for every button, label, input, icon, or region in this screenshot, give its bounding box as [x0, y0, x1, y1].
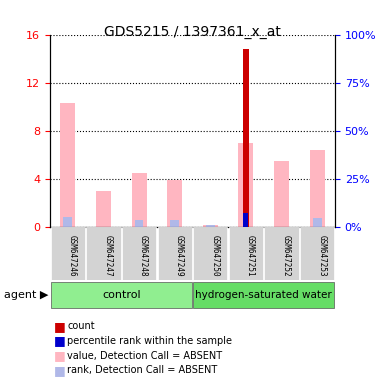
Text: GSM647248: GSM647248 [139, 235, 148, 276]
FancyBboxPatch shape [300, 227, 334, 280]
Text: GSM647253: GSM647253 [317, 235, 326, 276]
Text: GDS5215 / 1397361_x_at: GDS5215 / 1397361_x_at [104, 25, 281, 39]
Bar [135, 220, 144, 227]
Text: ■: ■ [54, 334, 66, 348]
Bar [60, 103, 75, 227]
Text: GSM647246: GSM647246 [68, 235, 77, 276]
Bar [243, 49, 249, 227]
Text: GSM647247: GSM647247 [104, 235, 112, 276]
Text: GSM647249: GSM647249 [175, 235, 184, 276]
Bar [203, 225, 218, 227]
Bar [310, 150, 325, 227]
FancyBboxPatch shape [264, 227, 299, 280]
Text: ■: ■ [54, 349, 66, 362]
Bar [167, 180, 182, 227]
FancyBboxPatch shape [193, 282, 334, 308]
Bar [238, 142, 253, 227]
Bar [206, 225, 215, 227]
Text: agent ▶: agent ▶ [4, 290, 48, 300]
Text: ■: ■ [54, 320, 66, 333]
Bar [132, 172, 147, 227]
Text: GSM647252: GSM647252 [281, 235, 291, 276]
Text: rank, Detection Call = ABSENT: rank, Detection Call = ABSENT [67, 365, 218, 375]
Bar [274, 161, 289, 227]
FancyBboxPatch shape [51, 227, 85, 280]
FancyBboxPatch shape [193, 227, 228, 280]
FancyBboxPatch shape [229, 227, 263, 280]
FancyBboxPatch shape [51, 282, 192, 308]
FancyBboxPatch shape [157, 227, 192, 280]
FancyBboxPatch shape [86, 227, 121, 280]
Bar [170, 220, 179, 227]
Bar [96, 190, 111, 227]
FancyBboxPatch shape [122, 227, 156, 280]
Text: control: control [102, 290, 141, 300]
Text: hydrogen-saturated water: hydrogen-saturated water [195, 290, 332, 300]
Text: count: count [67, 321, 95, 331]
Text: percentile rank within the sample: percentile rank within the sample [67, 336, 233, 346]
Text: ■: ■ [54, 364, 66, 377]
Bar [64, 217, 72, 227]
Bar [243, 213, 248, 227]
Text: value, Detection Call = ABSENT: value, Detection Call = ABSENT [67, 351, 223, 361]
Bar [313, 218, 321, 227]
Text: GSM647251: GSM647251 [246, 235, 255, 276]
Text: GSM647250: GSM647250 [210, 235, 219, 276]
